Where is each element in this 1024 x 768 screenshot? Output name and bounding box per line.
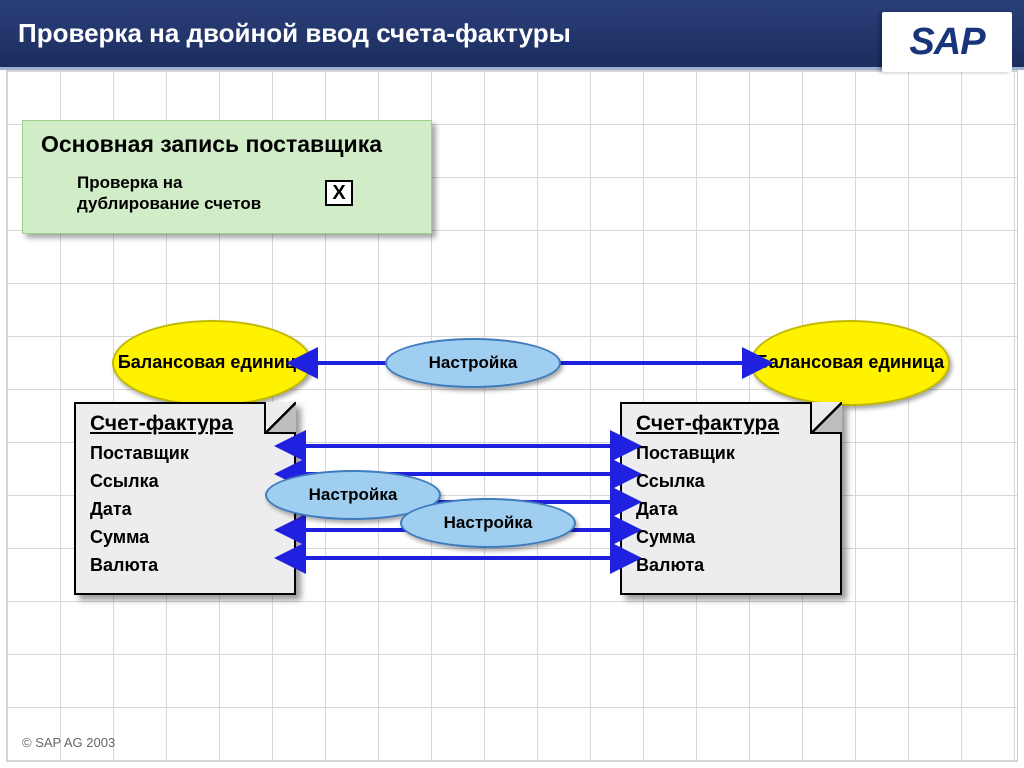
checkbox-mark: X xyxy=(332,182,345,205)
config-ellipse-top: Настройка xyxy=(385,338,561,388)
invoice-right-field-0: Поставщик xyxy=(636,440,826,468)
duplicate-check-row: Проверка на дублирование счетов X xyxy=(41,172,413,215)
invoice-left-field-2: Дата xyxy=(90,496,280,524)
logo-text: SAP xyxy=(909,21,984,64)
invoice-left-title: Счет-фактура xyxy=(90,412,280,436)
balance-unit-right: Балансовая единица xyxy=(750,320,950,406)
invoice-doc-left: Счет-фактура Поставщик Ссылка Дата Сумма… xyxy=(74,402,296,595)
config-low-label: Настройка xyxy=(444,513,533,533)
title-bar: Проверка на двойной ввод счета-фактуры xyxy=(0,0,1024,70)
invoice-left-field-0: Поставщик xyxy=(90,440,280,468)
config-top-label: Настройка xyxy=(429,353,518,373)
duplicate-check-checkbox[interactable]: X xyxy=(325,180,353,206)
invoice-left-field-3: Сумма xyxy=(90,524,280,552)
balance-unit-left-label: Балансовая единица xyxy=(118,352,306,374)
vendor-master-panel: Основная запись поставщика Проверка на д… xyxy=(22,120,432,234)
config-ellipse-low: Настройка xyxy=(400,498,576,548)
invoice-right-field-3: Сумма xyxy=(636,524,826,552)
invoice-right-field-2: Дата xyxy=(636,496,826,524)
invoice-right-field-1: Ссылка xyxy=(636,468,826,496)
copyright: © SAP AG 2003 xyxy=(22,735,115,750)
balance-unit-right-label: Балансовая единица xyxy=(756,352,944,374)
sap-logo: SAP xyxy=(909,21,984,64)
logo-box: SAP xyxy=(882,12,1012,72)
duplicate-check-label: Проверка на дублирование счетов xyxy=(77,172,307,215)
vendor-master-title: Основная запись поставщика xyxy=(41,131,413,158)
invoice-right-field-4: Валюта xyxy=(636,552,826,580)
invoice-right-title: Счет-фактура xyxy=(636,412,826,436)
invoice-left-field-1: Ссылка xyxy=(90,468,280,496)
page-title: Проверка на двойной ввод счета-фактуры xyxy=(18,18,571,49)
balance-unit-left: Балансовая единица xyxy=(112,320,312,406)
config-mid-label: Настройка xyxy=(309,485,398,505)
invoice-left-field-4: Валюта xyxy=(90,552,280,580)
invoice-doc-right: Счет-фактура Поставщик Ссылка Дата Сумма… xyxy=(620,402,842,595)
